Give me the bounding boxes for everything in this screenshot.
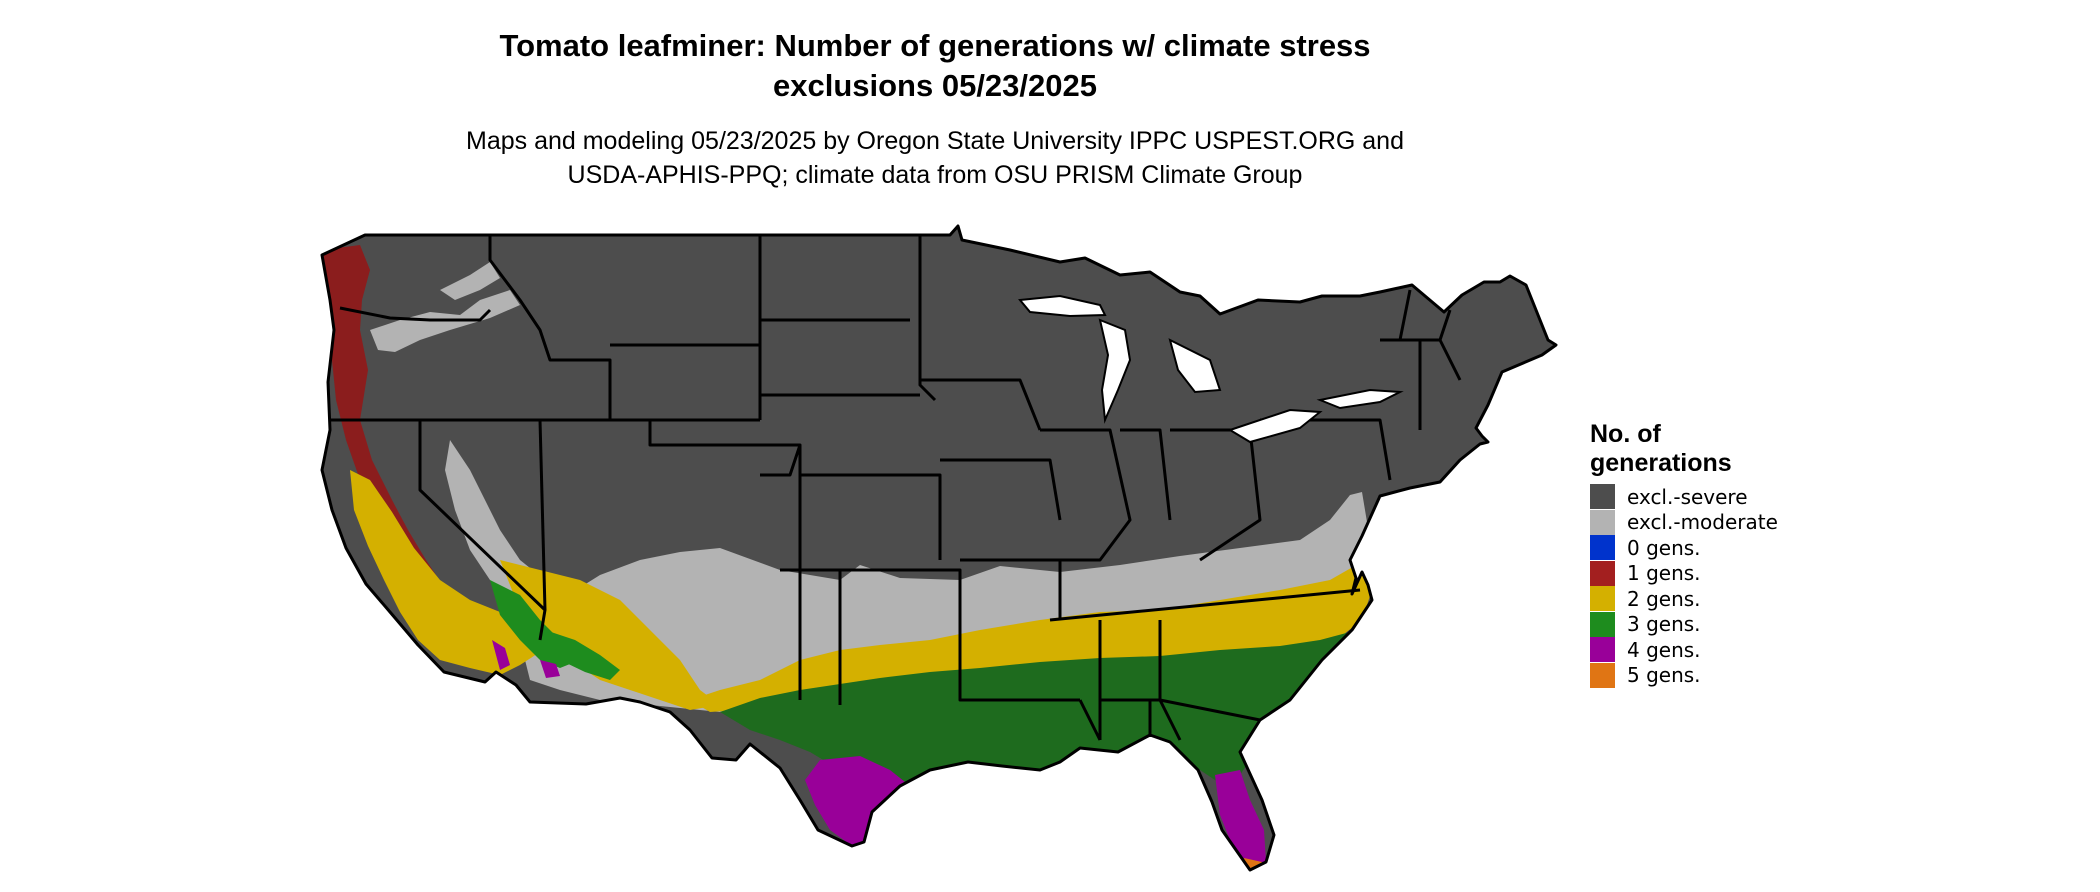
legend-swatch: [1590, 560, 1615, 586]
map-subtitle: Maps and modeling 05/23/2025 by Oregon S…: [0, 124, 1870, 192]
legend-item: excl.-moderate: [1590, 509, 1850, 536]
zone-1-gen-pacific: [322, 245, 460, 616]
zone-excl-moderate: [520, 492, 1370, 712]
legend-title: No. of generations: [1590, 420, 1850, 478]
legend: No. of generations excl.-severe excl.-mod…: [1590, 420, 1850, 688]
legend-item: 3 gens.: [1590, 611, 1850, 638]
us-generations-map: [320, 224, 1558, 872]
map-subtitle-line-2: USDA-APHIS-PPQ; climate data from OSU PR…: [567, 161, 1303, 189]
zone-4-gen-florida: [1215, 770, 1266, 870]
legend-swatch: [1590, 611, 1615, 637]
map-title-line-1: Tomato leafminer: Number of generations …: [499, 28, 1371, 63]
map-title: Tomato leafminer: Number of generations …: [0, 26, 1870, 106]
legend-label: 5 gens.: [1627, 663, 1701, 688]
zone-2-gen-southwest: [500, 560, 720, 710]
legend-label: excl.-severe: [1627, 484, 1748, 509]
legend-item: excl.-severe: [1590, 484, 1850, 510]
zone-excl-moderate-snake: [440, 262, 500, 300]
legend-swatch: [1590, 662, 1615, 688]
great-lakes: [1018, 294, 1404, 444]
legend-swatch: [1590, 586, 1615, 612]
zone-3-gen-arizona: [545, 630, 620, 680]
legend-label: excl.-moderate: [1627, 510, 1778, 535]
legend-item: 5 gens.: [1590, 662, 1850, 689]
legend-label: 3 gens.: [1627, 612, 1701, 637]
map-subtitle-line-1: Maps and modeling 05/23/2025 by Oregon S…: [466, 127, 1404, 155]
zone-2-gen-california: [350, 470, 540, 675]
legend-item: 4 gens.: [1590, 637, 1850, 663]
legend-title-line-1: No. of: [1590, 420, 1661, 448]
legend-label: 4 gens.: [1627, 637, 1701, 662]
zone-3-gen-gulf: [720, 632, 1350, 800]
legend-swatch: [1590, 637, 1615, 663]
state-boundaries: [320, 224, 1558, 872]
zone-4-gen-texas: [805, 756, 910, 846]
legend-label: 2 gens.: [1627, 586, 1701, 611]
legend-label: 0 gens.: [1627, 535, 1701, 560]
legend-swatch: [1590, 509, 1615, 535]
map-title-line-2: exclusions 05/23/2025: [772, 68, 1097, 103]
legend-title-line-2: generations: [1590, 449, 1732, 477]
legend-item: 1 gens.: [1590, 560, 1850, 587]
zone-4-gen-southwest: [492, 640, 510, 670]
legend-swatch: [1590, 484, 1615, 510]
legend-swatch: [1590, 535, 1615, 561]
legend-label: 1 gens.: [1627, 561, 1701, 586]
legend-item: 0 gens.: [1590, 535, 1850, 561]
legend-item: 2 gens.: [1590, 586, 1850, 612]
zone-2-gen-south: [690, 560, 1372, 712]
legend-items: excl.-severe excl.-moderate 0 gens. 1 gens.…: [1590, 484, 1850, 688]
zone-4-gen-arizona: [540, 660, 560, 678]
